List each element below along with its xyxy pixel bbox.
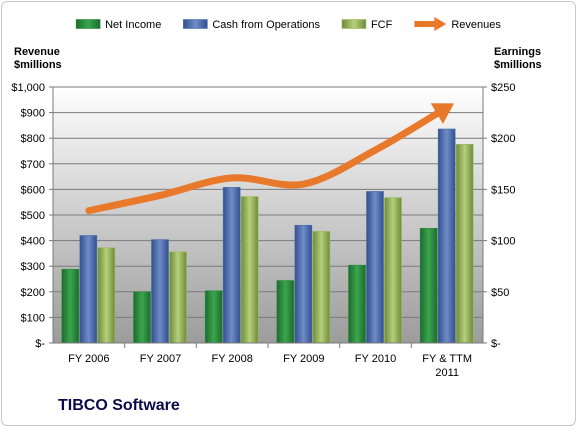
legend-label-net-income: Net Income (105, 19, 161, 31)
left-axis-title: Revenue $millions (14, 46, 62, 71)
left-tick-label: $400 (21, 236, 45, 248)
legend-arrow-revenues (434, 17, 447, 31)
x-tick-label: FY 2008 (211, 353, 252, 365)
left-tick-label: $- (35, 338, 45, 350)
right-tick-label: $100 (491, 236, 515, 248)
right-tick-label: $50 (491, 287, 509, 299)
bar-cash-from-operations (366, 191, 384, 344)
right-tick-label: $150 (491, 184, 515, 196)
gridlines (53, 86, 483, 344)
legend-label-cash-from-operations: Cash from Operations (212, 19, 320, 31)
left-tick-label: $600 (21, 184, 45, 196)
bar-net-income (276, 280, 295, 344)
legend-label-fcf: FCF (371, 19, 393, 31)
right-tick-label: $- (491, 338, 501, 350)
bar-fcf (312, 231, 331, 344)
left-tick-label: $800 (21, 133, 45, 145)
bar-net-income (61, 268, 80, 344)
bars (61, 128, 474, 344)
bar-cash-from-operations (222, 187, 241, 344)
x-tick-label: FY 2006 (68, 353, 109, 365)
right-axis-title: Earnings $millions (494, 46, 542, 71)
legend-swatch-cash-from-operations (183, 19, 208, 29)
bar-cash-from-operations (294, 224, 313, 344)
bar-cash-from-operations (151, 239, 169, 344)
left-tick-label: $200 (21, 287, 45, 299)
x-tick-label: FY 2007 (140, 353, 181, 365)
bar-fcf (455, 144, 474, 344)
bar-fcf (97, 247, 116, 344)
legend-swatch-fcf (341, 19, 367, 29)
x-tick-label: FY 2010 (355, 353, 396, 365)
bar-fcf (384, 197, 402, 344)
right-tick-label: $250 (491, 82, 515, 94)
bar-cash-from-operations (437, 128, 456, 344)
left-tick-label: $100 (21, 312, 45, 324)
revenue-line (85, 109, 443, 215)
bar-fcf (169, 251, 187, 344)
left-tick-label: $300 (21, 261, 45, 273)
bar-net-income (133, 291, 151, 344)
bar-net-income (348, 264, 366, 344)
left-tick-label: $1,000 (11, 82, 45, 94)
bar-cash-from-operations (79, 235, 98, 344)
bar-fcf (240, 196, 259, 344)
x-tick-label: FY 2009 (283, 353, 324, 365)
left-tick-label: $700 (21, 159, 45, 171)
legend: Net Income Cash from Operations FCF Revenue… (75, 17, 501, 31)
legend-label-revenues: Revenues (451, 19, 501, 31)
left-tick-label: $900 (21, 108, 45, 120)
company-name: TIBCO Software (58, 397, 180, 414)
revenue-line-layer (85, 103, 455, 215)
bar-net-income (419, 228, 438, 344)
axes: $- $100 $200 $300 $400 $500 $600 $700 $800 $900 $1… (11, 82, 515, 379)
left-tick-label: $500 (21, 210, 45, 222)
right-tick-label: $200 (491, 133, 515, 145)
x-tick-label: FY & TTM 2011 (422, 353, 472, 379)
legend-swatch-net-income (75, 19, 101, 29)
bar-net-income (204, 290, 223, 344)
revenue-arrowhead (430, 103, 455, 124)
